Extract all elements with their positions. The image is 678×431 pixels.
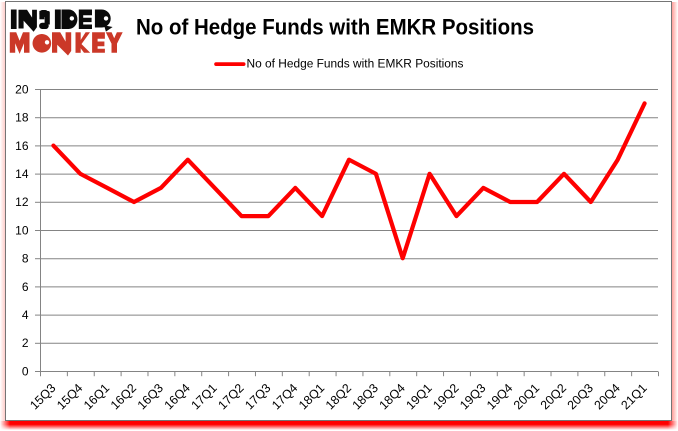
svg-text:16Q1: 16Q1 [81, 381, 112, 412]
svg-text:17Q2: 17Q2 [215, 381, 246, 412]
svg-text:2: 2 [22, 336, 29, 350]
svg-text:6: 6 [22, 280, 29, 294]
svg-text:20Q4: 20Q4 [591, 381, 622, 412]
svg-text:18Q2: 18Q2 [323, 381, 354, 412]
svg-text:21Q1: 21Q1 [618, 381, 649, 412]
svg-text:No of Hedge Funds with EMKR Po: No of Hedge Funds with EMKR Positions [247, 59, 464, 71]
svg-text:17Q4: 17Q4 [269, 381, 300, 412]
svg-text:20: 20 [15, 82, 29, 96]
svg-text:18Q4: 18Q4 [377, 381, 408, 412]
svg-text:8: 8 [22, 252, 29, 266]
svg-text:16: 16 [15, 139, 29, 153]
svg-text:18: 18 [15, 111, 29, 125]
svg-text:18Q3: 18Q3 [350, 381, 381, 412]
svg-text:17Q3: 17Q3 [242, 381, 273, 412]
svg-text:19Q4: 19Q4 [484, 381, 515, 412]
svg-text:16Q4: 16Q4 [162, 381, 193, 412]
svg-text:0: 0 [22, 364, 29, 378]
svg-text:4: 4 [22, 308, 29, 322]
svg-text:17Q1: 17Q1 [188, 381, 219, 412]
svg-text:19Q1: 19Q1 [403, 381, 434, 412]
svg-text:14: 14 [15, 167, 29, 181]
svg-text:16Q2: 16Q2 [108, 381, 139, 412]
svg-text:16Q3: 16Q3 [135, 381, 166, 412]
svg-text:19Q2: 19Q2 [430, 381, 461, 412]
svg-text:No of Hedge Funds with EMKR Po: No of Hedge Funds with EMKR Positions [136, 15, 534, 40]
svg-text:15Q4: 15Q4 [54, 381, 85, 412]
svg-text:19Q3: 19Q3 [457, 381, 488, 412]
svg-text:10: 10 [15, 223, 29, 237]
svg-text:20Q2: 20Q2 [538, 381, 569, 412]
svg-text:20Q3: 20Q3 [565, 381, 596, 412]
svg-text:15Q3: 15Q3 [27, 381, 58, 412]
svg-text:18Q1: 18Q1 [296, 381, 327, 412]
svg-text:12: 12 [15, 195, 29, 209]
svg-text:20Q1: 20Q1 [511, 381, 542, 412]
